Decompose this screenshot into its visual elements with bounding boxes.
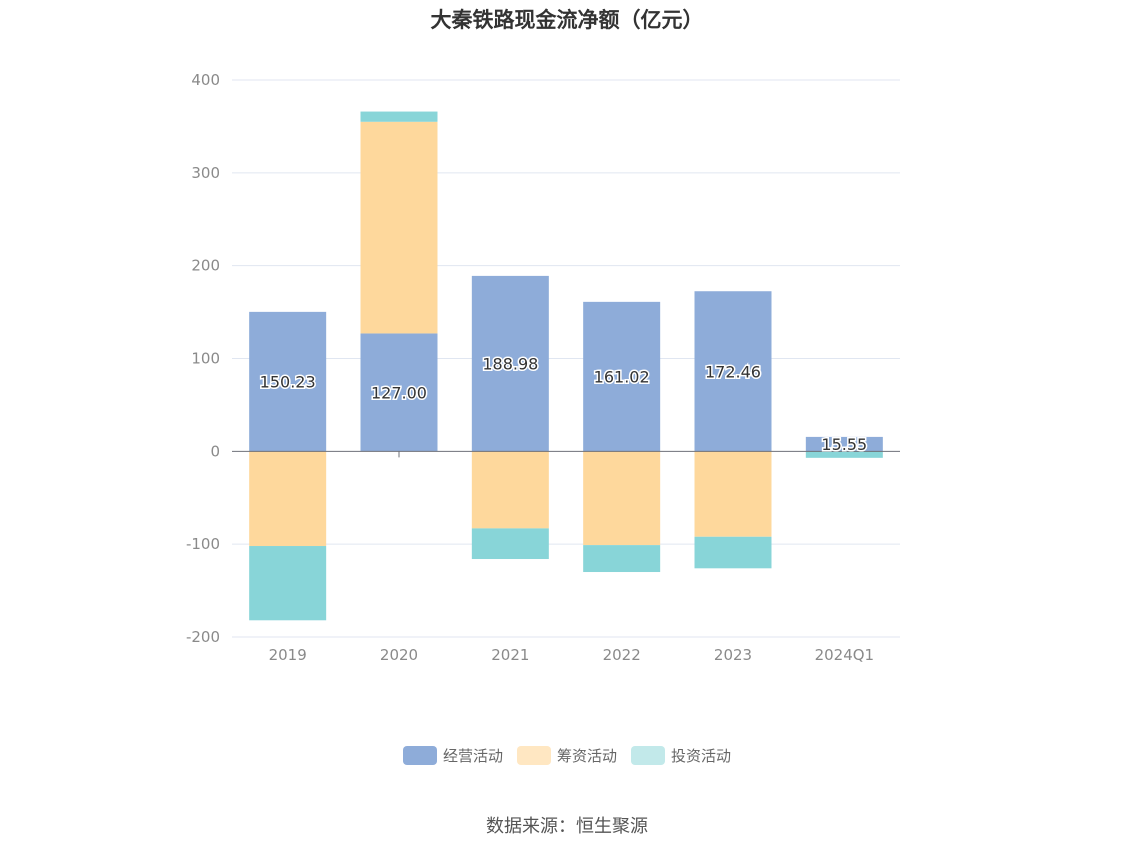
bar-2 [694, 451, 772, 537]
x-tick-label: 2020 [380, 646, 418, 664]
data-label: 127.00 [371, 383, 427, 402]
bar-2 [583, 451, 661, 546]
legend-label-investing: 投资活动 [671, 747, 732, 765]
y-tick-label: 200 [191, 257, 220, 275]
bar-3 [249, 546, 327, 621]
legend-item-investing[interactable]: 投资活动 [631, 745, 731, 766]
bar-3 [805, 451, 883, 458]
y-tick-label: 0 [210, 442, 220, 460]
bar-2 [249, 451, 327, 547]
source-note: 数据来源：恒生聚源 [486, 816, 648, 837]
x-tick-label: 2024Q1 [815, 646, 875, 664]
bar-2 [471, 451, 549, 529]
bar-2 [360, 121, 438, 334]
legend-swatch-investing [631, 746, 665, 765]
data-label: 15.55 [821, 435, 867, 454]
bar-1 [471, 275, 549, 452]
bar-1 [805, 436, 883, 452]
bar-1 [249, 311, 327, 452]
x-tick-label: 2022 [603, 646, 641, 664]
chart-title: 大秦铁路现金流净额（亿元） [430, 8, 704, 32]
bar-3 [360, 111, 438, 122]
x-tick-label: 2019 [269, 646, 307, 664]
legend-label-financing: 筹资活动 [556, 747, 617, 765]
legend-swatch-operating [402, 746, 437, 765]
bar-3 [471, 528, 549, 560]
legend-swatch-financing [516, 746, 551, 765]
y-tick-label: 300 [191, 164, 220, 182]
x-tick-label: 2021 [491, 646, 529, 664]
data-label: 172.46 [705, 362, 761, 381]
bar-1 [360, 333, 438, 452]
bar-1 [694, 291, 772, 452]
x-tick-label: 2023 [714, 646, 752, 664]
legend: 经营活动 筹资活动 投资活动 [0, 745, 1134, 766]
y-tick-label: -200 [186, 628, 220, 646]
bar-3 [694, 536, 772, 569]
bar-1 [583, 301, 661, 452]
legend-item-financing[interactable]: 筹资活动 [516, 745, 617, 766]
data-label: 188.98 [482, 355, 538, 374]
legend-label-operating: 经营活动 [442, 747, 503, 765]
y-tick-label: -100 [186, 535, 220, 553]
bar-3 [583, 545, 661, 573]
y-tick-label: 400 [191, 71, 220, 89]
data-label: 161.02 [594, 368, 650, 387]
y-tick-label: 100 [191, 350, 220, 368]
legend-item-operating[interactable]: 经营活动 [402, 745, 503, 766]
data-label: 150.23 [260, 373, 316, 392]
